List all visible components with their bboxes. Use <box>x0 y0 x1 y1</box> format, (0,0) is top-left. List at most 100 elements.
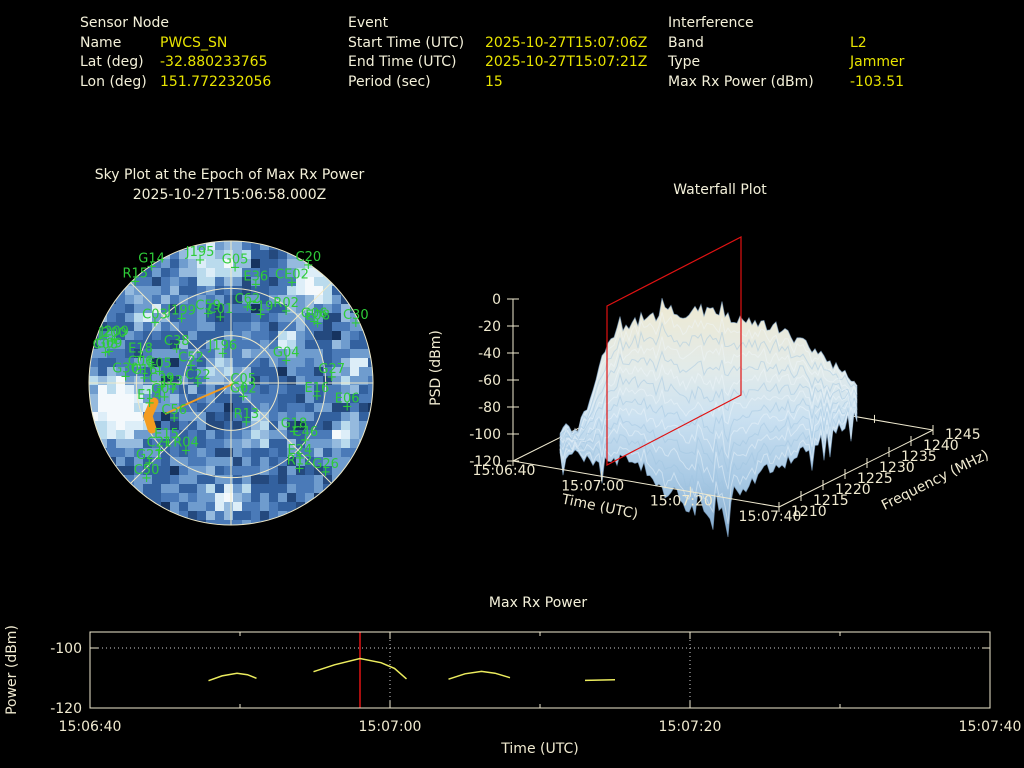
satellite-label: C46 <box>293 425 319 440</box>
power-series <box>208 657 616 682</box>
svg-text:-100: -100 <box>469 427 501 443</box>
satellite-marker: + <box>104 344 115 359</box>
satellite-label: R13 <box>234 407 260 422</box>
sky-plot-title-line1: Sky Plot at the Epoch of Max Rx Power <box>94 167 365 183</box>
satellite-marker: + <box>230 260 241 275</box>
satellite-marker: + <box>281 304 292 319</box>
power-grid <box>90 632 990 708</box>
satellite-label: E14 <box>137 388 162 403</box>
svg-text:-120: -120 <box>469 454 501 470</box>
satellite-marker: + <box>107 334 118 349</box>
waterfall-surface <box>559 297 858 538</box>
satellite-label: R12 <box>287 454 313 469</box>
satellite-label: E16 <box>305 381 330 396</box>
satellite-label: G02 <box>230 381 257 396</box>
power-plot-ylabel: Power (dBm) <box>4 625 20 715</box>
satellite-marker: + <box>326 370 337 385</box>
waterfall-time-axis-label: Time (UTC) <box>559 491 639 522</box>
satellite-marker: + <box>342 400 353 415</box>
event-end-row: End Time (UTC) 2025-10-27T15:07:21Z <box>348 53 647 73</box>
satellite-marker: + <box>192 376 203 391</box>
satellite-marker: + <box>181 444 192 459</box>
satellite-label: G18 <box>281 416 308 431</box>
sensor-name-label: Name <box>80 34 122 51</box>
satellite-marker: + <box>150 315 161 330</box>
satellite-marker: + <box>203 306 214 321</box>
satellite-marker: + <box>217 347 228 362</box>
svg-text:1230: 1230 <box>879 460 915 476</box>
satellite-label: C22 <box>185 368 211 383</box>
sensor-lon-row: Lon (deg) 151.772232056 <box>80 73 271 93</box>
power-frame <box>89 631 991 709</box>
satellite-label: G30 <box>112 362 139 377</box>
satellite-label: C16 <box>132 363 158 378</box>
interference-band-value: L2 <box>850 34 867 51</box>
sky-grid <box>88 240 374 526</box>
svg-text:15:07:40: 15:07:40 <box>959 719 1022 735</box>
satellite-label: G21 <box>136 448 163 463</box>
satellite-marker: + <box>141 471 152 486</box>
satellite-marker: + <box>159 390 170 405</box>
jammer-track <box>143 383 234 434</box>
satellite-marker: + <box>176 311 187 326</box>
satellite-label: J13 <box>162 374 183 389</box>
satellite-marker: + <box>154 364 165 379</box>
sensor-lon-label: Lon (deg) <box>80 73 147 90</box>
event-title: Event <box>348 15 389 31</box>
svg-text:0: 0 <box>492 292 501 308</box>
satellite-marker: + <box>169 411 180 426</box>
sensor-lat-row: Lat (deg) -32.880233765 <box>80 53 271 73</box>
satellite-marker: + <box>120 370 131 385</box>
satellite-marker: + <box>135 363 146 378</box>
satellite-marker: + <box>186 358 197 373</box>
sky-plot-title: Sky Plot at the Epoch of Max Rx Power 20… <box>57 166 402 205</box>
sensor-lat-value: -32.880233765 <box>160 54 268 70</box>
interference-type-value: Jammer <box>850 54 905 70</box>
svg-text:1225: 1225 <box>857 471 893 487</box>
power-plot-xlabel: Time (UTC) <box>500 741 578 757</box>
satellite-marker: + <box>144 456 155 471</box>
interference-title: Interference <box>668 15 754 31</box>
satellite-label: E05 <box>147 356 172 371</box>
satellite-marker: + <box>154 444 165 459</box>
event-start-label: Start Time (UTC) <box>348 34 465 51</box>
satellite-label: C56 <box>161 403 187 418</box>
satellite-marker: + <box>238 389 249 404</box>
satellite-label: G14 <box>138 251 165 266</box>
satellite-marker: + <box>238 380 249 395</box>
satellite-marker: + <box>195 253 206 268</box>
satellite-marker: + <box>156 379 167 394</box>
satellite-label: G05 <box>222 252 249 267</box>
interference-type-label: Type <box>668 54 701 70</box>
event-start-value: 2025-10-27T15:07:06Z <box>485 34 648 51</box>
waterfall-title: Waterfall Plot <box>673 182 767 198</box>
waterfall-axes <box>507 298 934 512</box>
satellite-label: G27 <box>318 362 345 377</box>
event-panel: Event Start Time (UTC) 2025-10-27T15:07:… <box>348 14 647 92</box>
interference-power-row: Max Rx Power (dBm) -103.51 <box>668 73 904 93</box>
satellite-marker: + <box>312 316 323 331</box>
satellite-marker: + <box>303 258 314 273</box>
satellite-label: E18 <box>128 341 153 356</box>
satellite-marker: + <box>294 451 305 466</box>
satellite-label: C39 <box>149 371 175 386</box>
satellite-label: R02 <box>273 296 299 311</box>
event-period-row: Period (sec) 15 <box>348 73 647 93</box>
satellite-layer: +G14 +J195+G05 +C20+R15+E36 +CE02+C62+C19 +R… <box>93 245 369 486</box>
satellite-marker: + <box>311 389 322 404</box>
satellite-marker: + <box>350 316 361 331</box>
satellite-marker: + <box>242 300 253 315</box>
satellite-marker: + <box>215 310 226 325</box>
svg-text:1220: 1220 <box>835 482 871 498</box>
waterfall-psd-axis-label: PSD (dBm) <box>428 330 444 406</box>
satellite-label: E06 <box>335 392 360 407</box>
sky-plot-epoch: 2025-10-27T15:06:58.000Z <box>132 186 327 203</box>
satellite-label: C52 <box>178 350 204 365</box>
satellite-label: C21 <box>147 436 173 451</box>
satellite-label: C62 <box>235 292 261 307</box>
satellite-label: C50 <box>134 463 160 478</box>
satellite-label: G09 <box>96 336 123 351</box>
sensor-lat-label: Lat (deg) <box>80 54 144 70</box>
sensor-name-row: Name PWCS_SN <box>80 34 271 54</box>
svg-text:1210: 1210 <box>791 504 827 520</box>
